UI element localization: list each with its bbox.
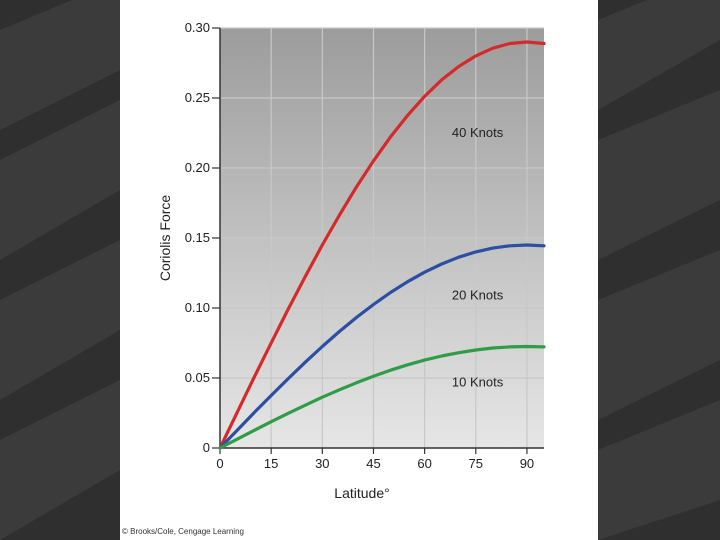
series-line xyxy=(218,344,546,450)
series-label: 20 Knots xyxy=(452,288,504,303)
y-tick-label: 0 xyxy=(203,440,210,455)
x-tick-label: 0 xyxy=(216,456,223,471)
series-line xyxy=(218,243,546,450)
y-tick-label: 0.10 xyxy=(185,300,210,315)
y-tick-label: 0.30 xyxy=(185,20,210,35)
series-label: 10 Knots xyxy=(452,374,504,389)
x-tick-label: 75 xyxy=(469,456,483,471)
series-line xyxy=(218,40,546,450)
copyright-credit: © Brooks/Cole, Cengage Learning xyxy=(122,527,244,536)
x-tick-label: 45 xyxy=(366,456,380,471)
x-tick-label: 15 xyxy=(264,456,278,471)
series-label: 40 Knots xyxy=(452,125,504,140)
labels-group: 40 Knots 20 Knots 10 Knots xyxy=(452,125,504,389)
x-axis-label: Latitude° xyxy=(334,485,389,501)
series-group xyxy=(218,40,546,450)
x-tick-label: 90 xyxy=(520,456,534,471)
y-tick-label: 0.05 xyxy=(185,370,210,385)
y-axis-label: Coriolis Force xyxy=(157,195,173,282)
y-tick-label: 0.15 xyxy=(185,230,210,245)
y-tick-label: 0.25 xyxy=(185,90,210,105)
x-tick-label: 30 xyxy=(315,456,329,471)
axes: 0 0.05 0.10 0.15 0.20 0.25 0.30 0 15 30 45 60 75 90 La… xyxy=(157,20,544,501)
x-tick-label: 60 xyxy=(417,456,431,471)
y-tick-label: 0.20 xyxy=(185,160,210,175)
grid xyxy=(220,27,544,448)
